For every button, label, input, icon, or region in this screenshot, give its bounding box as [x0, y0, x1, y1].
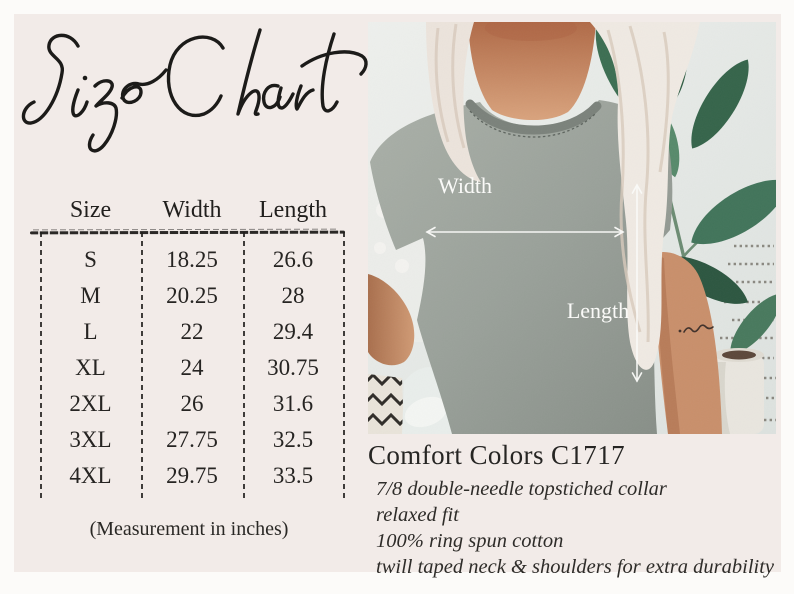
- grain-overlay: [368, 22, 776, 434]
- cell-width: 26: [180, 391, 204, 416]
- size-chart-card: Size Chart Size Width Lengt: [14, 14, 781, 578]
- table-row: S 18.25 26.6: [28, 242, 350, 278]
- cell-width: 29.75: [166, 463, 218, 488]
- feature-item: twill taped neck & shoulders for extra d…: [376, 556, 774, 578]
- length-label: Length: [567, 298, 629, 323]
- measurement-annotations: [425, 183, 643, 383]
- measurement-note: (Measurement in inches): [89, 518, 289, 540]
- table-row: L 22 29.4: [28, 314, 350, 350]
- cell-length: 30.75: [267, 355, 319, 380]
- cell-width: 18.25: [166, 247, 218, 272]
- product-name: Comfort Colors C1717: [368, 440, 626, 470]
- feature-item: relaxed fit: [376, 504, 459, 526]
- cell-length: 28: [281, 283, 305, 308]
- width-label: Width: [438, 173, 492, 198]
- table-row: 4XL 29.75 33.5: [28, 458, 350, 494]
- table-row: 3XL 27.75 32.5: [28, 422, 350, 458]
- cell-length: 33.5: [272, 463, 314, 488]
- cell-size: M: [80, 283, 101, 308]
- length-arrow: [631, 183, 643, 383]
- table-row: XL 24 30.75: [28, 350, 350, 386]
- feature-item: 7/8 double-needle topstiched collar: [376, 478, 667, 500]
- feature-item: 100% ring spun cotton: [376, 530, 564, 552]
- table-border-right: [343, 232, 345, 498]
- feature-list: 7/8 double-needle topstiched collar rela…: [376, 476, 788, 580]
- cell-size: L: [83, 319, 98, 344]
- cell-length: 31.6: [272, 391, 314, 416]
- size-chart-script-title: [21, 28, 368, 153]
- product-photo: Width Length: [368, 22, 776, 434]
- column-divider-2: [243, 232, 245, 498]
- size-table: Size Width Length S 18.25 26.6 M 20.25 2…: [28, 190, 350, 520]
- cell-width: 20.25: [166, 283, 218, 308]
- width-arrow: [425, 226, 625, 238]
- column-header-length: Length: [259, 197, 327, 223]
- cell-size: 3XL: [69, 427, 112, 452]
- cell-length: 29.4: [272, 319, 314, 344]
- column-header-width: Width: [162, 197, 222, 223]
- cell-width: 24: [180, 355, 204, 380]
- table-border-left: [40, 232, 42, 498]
- cell-width: 27.75: [166, 427, 218, 452]
- column-header-size: Size: [69, 197, 112, 223]
- cell-size: XL: [75, 355, 106, 380]
- table-row: M 20.25 28: [28, 278, 350, 314]
- product-info: Comfort Colors C1717 7/8 double-needle t…: [368, 440, 788, 580]
- page-title: Size Chart: [14, 14, 15, 15]
- cell-length: 26.6: [272, 247, 314, 272]
- cell-length: 32.5: [272, 427, 314, 452]
- cell-size: S: [84, 247, 97, 272]
- cell-width: 22: [180, 319, 204, 344]
- cell-size: 4XL: [69, 463, 112, 488]
- i-dot: [82, 75, 88, 81]
- cell-size: 2XL: [69, 391, 112, 416]
- column-divider-1: [141, 232, 143, 498]
- header-divider-line: [29, 230, 346, 235]
- table-row: 2XL 26 31.6: [28, 386, 350, 422]
